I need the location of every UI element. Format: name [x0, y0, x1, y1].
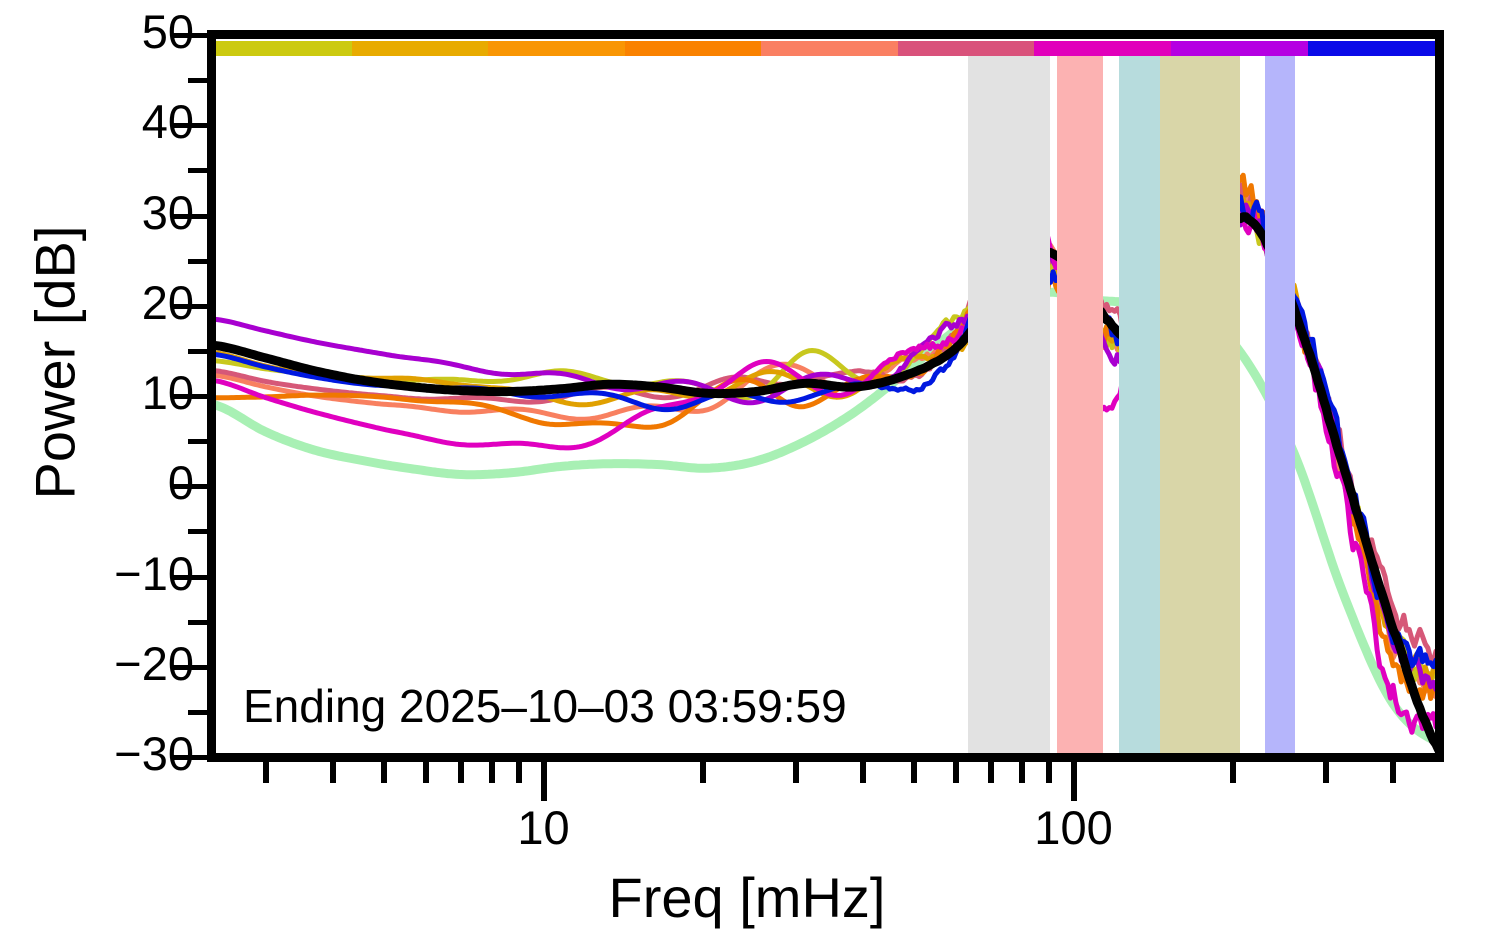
x-tick-minor — [910, 757, 917, 783]
x-tick-minor — [489, 757, 496, 783]
x-tick-minor — [1019, 757, 1026, 783]
x-tick-major — [1070, 757, 1077, 801]
y-tick-label: 30 — [141, 185, 194, 239]
x-tick-minor — [793, 757, 800, 783]
y-tick-major — [172, 755, 216, 760]
curve-trace-purple — [215, 202, 1444, 693]
x-tick-minor — [988, 757, 995, 783]
y-tick-label: 50 — [141, 5, 194, 58]
y-tick-major — [172, 303, 216, 309]
x-axis-title: Freq [mHz] — [608, 866, 886, 929]
x-tick-minor — [1230, 757, 1237, 783]
y-tick-minor — [188, 168, 216, 174]
band-pink — [1057, 56, 1103, 757]
y-tick-minor — [188, 439, 216, 445]
y-tick-major — [172, 213, 216, 219]
y-tick-major — [172, 574, 216, 580]
y-tick-minor — [188, 619, 216, 625]
curve-trace-gold — [215, 196, 1444, 684]
y-tick-label: 20 — [141, 275, 194, 329]
ending-timestamp-annotation: Ending 2025–10–03 03:59:59 — [243, 680, 847, 732]
x-tick-minor — [700, 757, 707, 783]
y-tick-minor — [188, 78, 216, 84]
y-tick-major — [172, 664, 216, 670]
y-tick-label: −20 — [114, 636, 194, 690]
y-tick-minor — [188, 348, 216, 354]
y-tick-label: 40 — [141, 95, 194, 149]
y-tick-major — [172, 394, 216, 399]
band-lavender — [1265, 56, 1295, 757]
axis-right-spine — [1435, 30, 1444, 762]
y-tick-minor — [188, 529, 216, 535]
y-tick-major — [172, 123, 216, 129]
x-tick-minor — [1323, 757, 1330, 783]
x-tick-minor — [952, 757, 959, 783]
y-tick-major — [172, 484, 216, 490]
curve-trace-olive — [215, 199, 1444, 701]
x-tick-minor — [458, 757, 465, 783]
x-tick-minor — [329, 757, 336, 783]
y-tick-label: −30 — [114, 727, 194, 780]
curve-trace-salmon — [215, 187, 1444, 700]
x-tick-major — [540, 757, 547, 801]
x-tick-minor — [1389, 757, 1396, 783]
x-tick-minor — [263, 757, 270, 783]
y-tick-label: −10 — [114, 546, 194, 600]
x-tick-minor — [422, 757, 429, 783]
x-tick-label: 100 — [1034, 801, 1113, 854]
spectra-curves — [215, 172, 1444, 757]
x-tick-minor — [380, 757, 387, 783]
axis-top-spine — [207, 30, 1444, 39]
plot-area — [215, 35, 1444, 757]
x-tick-minor — [516, 757, 523, 783]
y-tick-minor — [188, 258, 216, 264]
y-tick-label: 0 — [167, 456, 194, 510]
x-tick-label: 10 — [517, 801, 570, 854]
band-khaki — [1160, 56, 1240, 757]
x-tick-minor — [859, 757, 866, 783]
band-teal — [1119, 56, 1160, 757]
y-tick-major — [172, 33, 216, 38]
y-tick-label: 10 — [141, 366, 194, 419]
curve-trace-blue — [215, 194, 1444, 688]
curve-mean-trace — [215, 212, 1444, 757]
curve-trace-orange — [215, 172, 1444, 709]
y-axis-title: Power [dB] — [23, 225, 87, 500]
band-gray — [968, 56, 1050, 757]
x-tick-minor — [1046, 757, 1053, 783]
y-tick-minor — [188, 709, 216, 715]
axis-bottom-spine — [207, 753, 1444, 762]
